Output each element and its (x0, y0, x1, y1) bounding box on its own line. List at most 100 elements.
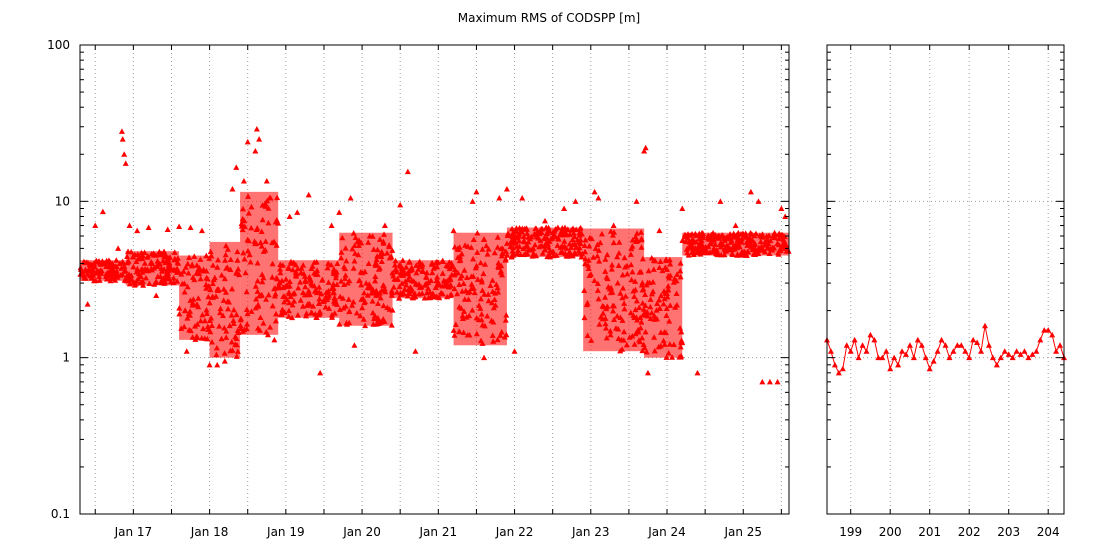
band-point (464, 274, 471, 280)
series-point (1057, 342, 1064, 348)
band-point (582, 248, 589, 255)
band-point (197, 256, 204, 262)
data-point (381, 222, 388, 229)
band-point (221, 350, 228, 356)
series-point (863, 348, 870, 354)
band-point (569, 252, 576, 259)
band-point (488, 299, 495, 306)
data-band (679, 229, 792, 258)
band-point (374, 253, 381, 259)
data-point (198, 227, 205, 234)
band-point (450, 327, 457, 333)
band-point (259, 202, 266, 208)
series-point (1053, 348, 1060, 354)
band-point (399, 280, 406, 286)
band-point (316, 295, 323, 302)
band-point (329, 314, 336, 320)
band-point (182, 307, 189, 314)
band-point (173, 269, 180, 275)
band-point (228, 339, 235, 345)
data-point (221, 358, 228, 364)
data-point (496, 195, 503, 201)
band-point (229, 285, 236, 292)
band-point (319, 277, 326, 283)
band-point (328, 261, 335, 268)
band-point (237, 325, 244, 331)
band-point (396, 283, 403, 290)
band-point (462, 242, 469, 248)
band-point (234, 348, 241, 354)
band-point (661, 295, 668, 302)
band-point (513, 243, 520, 249)
band-point (316, 284, 323, 290)
band-point (536, 243, 543, 250)
band-point (191, 253, 198, 259)
band-point (269, 274, 276, 280)
band-point (208, 322, 215, 329)
band-point (622, 264, 629, 270)
band-point (371, 312, 378, 319)
band-point (170, 279, 177, 286)
band-point (289, 266, 296, 273)
band-point (447, 276, 454, 283)
band-point (602, 256, 609, 262)
band-point (729, 251, 736, 257)
band-point (96, 270, 103, 276)
data-point (126, 222, 133, 229)
band-point (745, 249, 752, 255)
band-point (670, 279, 677, 285)
data-point (122, 160, 129, 166)
band-point (637, 324, 644, 331)
band-point (237, 315, 244, 321)
band-point (213, 351, 220, 358)
band-point (594, 287, 601, 293)
band-point (411, 293, 418, 300)
band-point (253, 295, 260, 302)
band-point (419, 261, 426, 267)
band-point (208, 252, 215, 259)
band-point (144, 254, 151, 260)
series-point (847, 348, 854, 354)
data-point (229, 185, 236, 192)
data-band (77, 257, 129, 284)
band-point (644, 308, 651, 315)
band-point (374, 246, 381, 253)
band-point (254, 277, 261, 284)
band-point (233, 311, 240, 318)
band-point (669, 354, 676, 360)
band-point (337, 293, 344, 300)
data-band (503, 224, 586, 260)
band-point (257, 314, 264, 320)
band-point (203, 310, 210, 316)
band-point (113, 271, 120, 277)
band-point (380, 316, 387, 322)
band-point (356, 277, 363, 284)
band-point (641, 344, 648, 351)
band-point (595, 295, 602, 302)
band-point (293, 270, 300, 277)
band-point (399, 257, 406, 263)
band-point (495, 259, 502, 266)
band-point (300, 289, 307, 296)
band-point (614, 312, 621, 319)
band-point (689, 242, 696, 249)
band-point (297, 297, 304, 303)
band-point (244, 247, 251, 254)
band-point (717, 239, 724, 246)
band-point (638, 282, 645, 288)
band-point (599, 303, 606, 309)
data-point (561, 205, 568, 211)
band-point (380, 282, 387, 288)
band-point (648, 290, 655, 297)
band-point (257, 239, 264, 246)
band-point (541, 242, 548, 248)
band-point (481, 291, 488, 297)
band-point (161, 266, 168, 272)
band-point (186, 312, 193, 318)
band-point (260, 248, 267, 254)
band-point (330, 270, 337, 276)
band-point (663, 354, 670, 360)
band-point (461, 267, 468, 273)
band-point (336, 306, 343, 312)
band-point (388, 322, 395, 328)
